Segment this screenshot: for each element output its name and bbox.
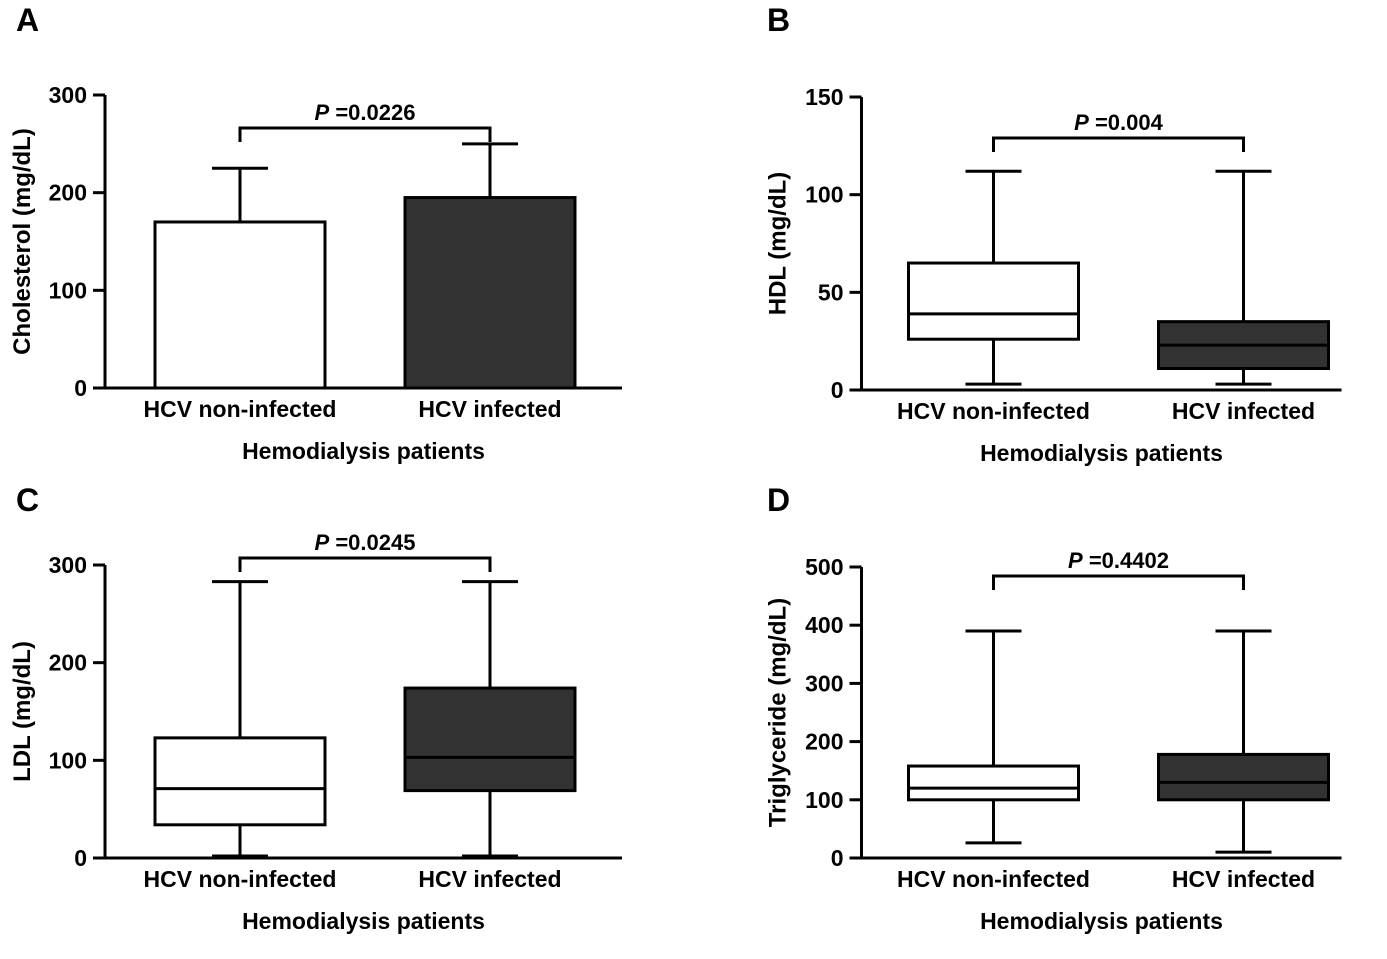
y-axis-title: Triglyceride (mg/dL) [765, 598, 792, 827]
cholesterol-bar-chart: 0 100 200 300 Cholesterol (mg/dL) P =0.0226 HC… [9, 82, 622, 464]
category-label: HCV infected [418, 396, 561, 422]
y-tick-label: 300 [805, 670, 843, 696]
p-value-label: P =0.4402 [1068, 548, 1169, 573]
panel-a-letter: A [16, 2, 41, 38]
y-axis-title: LDL (mg/dL) [9, 641, 36, 782]
y-tick-label: 0 [831, 845, 844, 871]
y-tick-label: 150 [805, 84, 843, 110]
bar [403, 196, 577, 390]
ldl-box-plot: 0 100 200 300 LDL (mg/dL) P =0.0245 HCV non-in… [9, 530, 622, 934]
panel-a-cholesterol: A 0 100 200 300 Cholesterol (mg/dL) P =0.0226… [0, 0, 693, 480]
x-axis-title: Hemodialysis patients [980, 908, 1223, 934]
significance-bracket [992, 574, 1245, 590]
y-tick-label: 500 [805, 554, 843, 580]
category-label: HCV non-infected [144, 396, 337, 422]
y-tick-label: 100 [805, 787, 843, 813]
p-value-label: P =0.0245 [315, 530, 416, 555]
panel-b-letter: B [767, 2, 792, 38]
panel-d-triglyceride: D 0 100 200 300 400 500 Triglyceride (mg/dL) P … [693, 480, 1387, 959]
y-tick-label: 300 [49, 552, 87, 578]
y-axis-title: HDL (mg/dL) [765, 172, 792, 316]
y-tick-label: 100 [805, 182, 843, 208]
y-axis-title: Cholesterol (mg/dL) [9, 128, 36, 355]
significance-bracket [238, 556, 492, 572]
x-axis-title: Hemodialysis patients [242, 438, 485, 464]
category-label: HCV non-infected [144, 866, 337, 892]
category-label: HCV infected [1172, 398, 1315, 424]
box [153, 736, 327, 827]
x-axis-title: Hemodialysis patients [242, 908, 485, 934]
x-axis-title: Hemodialysis patients [980, 440, 1223, 466]
y-tick-label: 400 [805, 612, 843, 638]
significance-bracket [992, 136, 1245, 152]
significance-bracket [238, 126, 492, 142]
y-tick-label: 100 [49, 277, 87, 303]
box [403, 686, 577, 793]
panel-c-letter: C [16, 482, 41, 518]
y-tick-label: 300 [49, 82, 87, 108]
panel-b-hdl: B 0 50 100 150 HDL (mg/dL) P =0.004 HCV non-in… [693, 0, 1387, 480]
box [907, 261, 1080, 341]
y-tick-label: 200 [49, 180, 87, 206]
hdl-box-plot: 0 50 100 150 HDL (mg/dL) P =0.004 HCV non-infe… [765, 84, 1342, 466]
p-value-label: P =0.0226 [315, 100, 416, 125]
bar [153, 220, 327, 390]
y-tick-label: 0 [74, 845, 87, 871]
panel-c-ldl: C 0 100 200 300 LDL (mg/dL) P =0.0245 HCV non-… [0, 480, 693, 959]
panel-d-letter: D [767, 482, 792, 518]
y-tick-label: 100 [49, 747, 87, 773]
category-label: HCV non-infected [897, 398, 1090, 424]
y-tick-label: 0 [831, 377, 844, 403]
category-label: HCV non-infected [897, 866, 1090, 892]
y-tick-label: 200 [805, 729, 843, 755]
y-tick-label: 50 [818, 279, 844, 305]
box [907, 764, 1080, 802]
category-label: HCV infected [418, 866, 561, 892]
triglyceride-box-plot: 0 100 200 300 400 500 Triglyceride (mg/dL) P =0… [765, 548, 1342, 934]
axes [860, 567, 1342, 860]
category-label: HCV infected [1172, 866, 1315, 892]
y-tick-label: 0 [74, 375, 87, 401]
p-value-label: P =0.004 [1074, 110, 1163, 135]
y-tick-label: 200 [49, 650, 87, 676]
box [1157, 752, 1330, 802]
